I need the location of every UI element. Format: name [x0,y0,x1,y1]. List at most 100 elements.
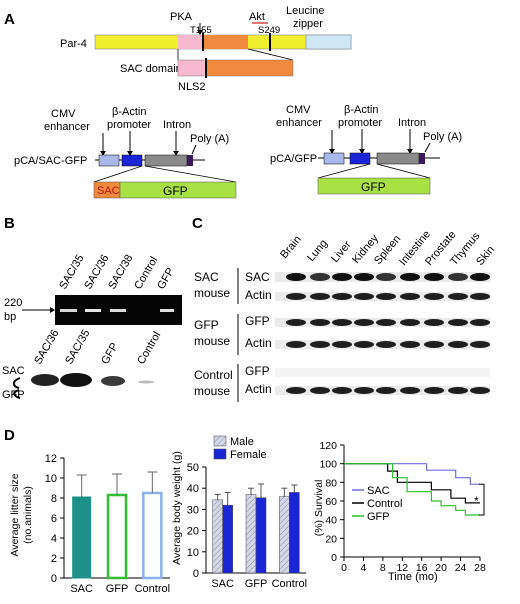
blot-band [400,387,420,394]
blot-band [400,293,420,300]
legend-label: GFP [367,511,390,523]
lane-bottom-4: Control [135,330,163,367]
sac-domain-segment [204,35,248,49]
polya2-box [419,153,425,164]
s249-label: S249 [258,25,280,36]
bactin2-label-2: promoter [338,117,382,129]
insert-line-left [93,165,143,183]
group-control-line2: mouse [194,384,230,398]
bar [142,491,163,580]
blot-band [354,293,374,300]
blot-band [376,341,396,348]
panel-label-c: C [192,215,203,232]
row-label-6: Actin [245,382,272,396]
nls2-label: NLS2 [178,81,206,93]
polya-box [187,155,193,166]
x-tick-label: Control [135,583,170,595]
y-tick-label: 30 [187,504,199,516]
group-gfp-line1: GFP [194,318,219,332]
group-sac-line2: mouse [194,286,230,300]
bar-female [289,492,300,574]
blot-band [400,319,420,326]
lane-bottom-1: SAC/36 [32,328,61,367]
legend-label: Female [230,449,267,461]
blot-band [332,319,352,326]
y-tick-label: 0 [331,552,337,564]
survival-line-sac [344,463,480,485]
y-tick-label: 12 [45,453,57,465]
blot-band [286,293,306,300]
blot-band [400,273,420,281]
row-label-4: Actin [245,336,272,350]
panel-b-pcr-gel: SAC/35 SAC/36 SAC/38 Control GFP 220 bp [4,253,182,325]
tissue-liver: Liver [329,239,354,265]
legend-swatch [213,448,227,460]
x-tick-label: SAC [70,583,93,595]
intron-box [144,154,188,167]
chart1-ylabel-1: Average litter size [9,473,21,556]
legend-label: SAC [367,485,390,497]
blot-band [310,341,330,348]
panel-b-western: SAC/36 SAC/35 GFP Control SAC GFP [2,328,163,401]
blot-band [332,341,352,348]
tissue-lung: Lung [305,237,330,263]
par4-label: Par-4 [60,38,87,50]
intron2-label: Intron [398,117,426,129]
bar [106,493,128,580]
y-tick-label: 100 [319,459,337,471]
blot-band [286,273,306,281]
blot-band [332,273,352,281]
construct-sac-gfp: CMV enhancer β-Actin promoter Intron Pol… [14,106,237,199]
x-tick-label: 16 [416,562,428,574]
x-tick-label: GFP [106,583,129,595]
lane-top-5: GFP [155,266,177,292]
marker-arrowhead [50,307,55,313]
row-label-5: GFP [245,364,270,378]
bar-male [245,494,257,574]
leucine-label-2: zipper [293,18,323,30]
western-band-sac36 [31,374,59,386]
marker-label-1: 220 [4,297,22,309]
leucine-label-1: Leucine [286,5,325,17]
blot-band [332,387,352,394]
significance-star: * [474,494,479,508]
blot-band [332,293,352,300]
blot-band [310,387,330,394]
tissue-skin: Skin [474,244,497,268]
x-tick-label: SAC [211,578,234,590]
western-band-gfp [101,376,125,386]
blot-band [376,273,396,281]
cmv-box [98,154,120,167]
y-tick-label: 6 [51,513,57,525]
blot-band [424,273,444,281]
polya2-arrow [424,142,431,153]
construct-sac-label: pCA/SAC-GFP [14,155,87,167]
pcr-band-5 [160,309,174,312]
western-gfp-label: GFP [2,389,25,401]
sac-domain-label: SAC domain [120,63,182,75]
cmv-label-1: CMV [51,108,76,120]
blot-band [470,273,490,281]
insert-line-right [144,165,237,183]
tissue-brain: Brain [278,234,304,261]
bactin-label-1: β-Actin [112,106,146,118]
x-tick-label: 20 [435,562,447,574]
blot-band [448,387,468,394]
row-label-3: GFP [245,314,270,328]
y-tick-label: 60 [325,496,337,508]
par4-domain-map: PKA Akt Leucine zipper Par-4 T155 S249 S… [60,5,352,93]
polya-label: Poly (A) [190,133,229,145]
gfp2-box-label: GFP [361,180,386,194]
y-tick-label: 8 [51,493,57,505]
legend-label: Male [230,436,254,448]
blot-band [470,387,490,394]
bar-male [212,499,223,574]
bactin-label-2: promoter [107,119,151,131]
gfp2-insert-box [317,177,431,195]
construct-gfp-label: pCA/GFP [270,153,317,165]
blot-band [424,293,444,300]
group-gfp-line2: mouse [194,334,230,348]
chart2-ylabel: Average body weight (g) [171,451,183,565]
gfp-box-label: GFP [163,184,188,198]
